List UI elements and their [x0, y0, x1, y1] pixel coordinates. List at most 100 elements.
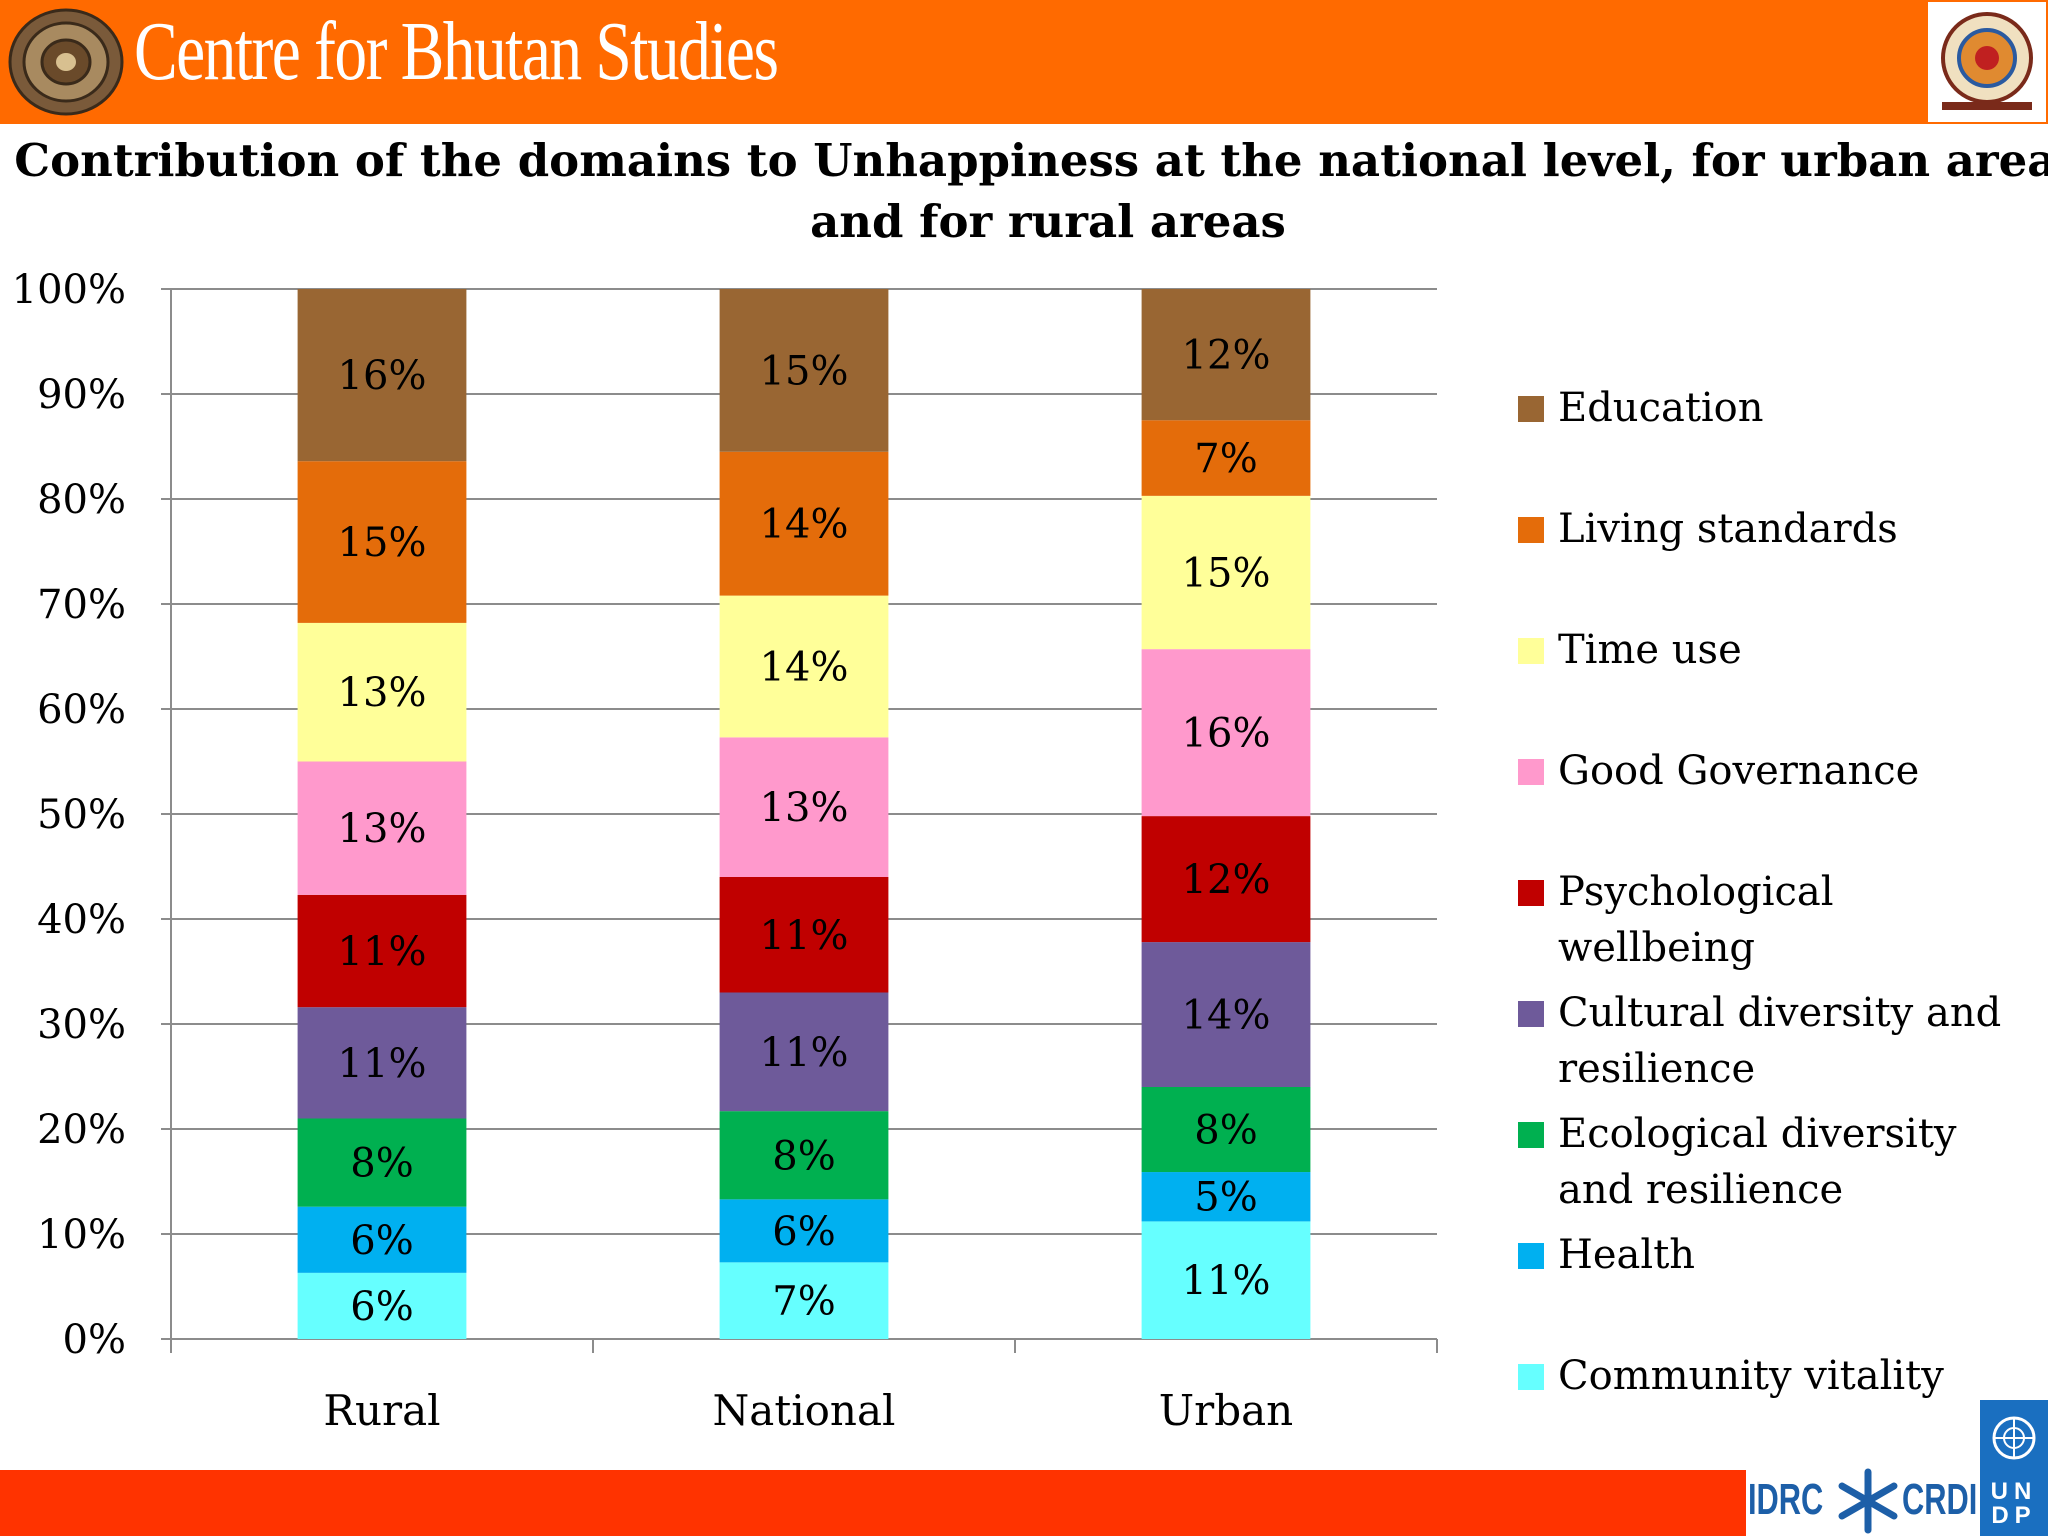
data-label: 15% [1182, 551, 1271, 597]
x-tick-label: National [713, 1386, 896, 1435]
data-label: 16% [338, 353, 427, 399]
bar-segment [297, 894, 467, 1008]
data-label: 6% [350, 1218, 413, 1264]
bar-segment [1141, 495, 1311, 650]
bar-segment [1141, 1172, 1311, 1222]
bar-segment [719, 451, 889, 596]
data-label: 8% [350, 1141, 413, 1187]
bar-segment [719, 289, 889, 452]
sponsor-logos: IDRC CRDI UNDP [1746, 1400, 2048, 1536]
bar-segment [297, 1118, 467, 1207]
legend-label: Cultural diversity and resilience [1558, 990, 2002, 1092]
data-label: 7% [1194, 436, 1257, 482]
bar-segment [719, 1262, 889, 1339]
dharma-wheel-icon [8, 8, 124, 116]
bar-segment [1141, 942, 1311, 1087]
data-label: 8% [1194, 1108, 1257, 1154]
bar-segment [297, 1206, 467, 1273]
undp-logo: UNDP [1980, 1400, 2048, 1536]
data-label: 12% [1182, 333, 1271, 379]
y-tick-label: 40% [37, 897, 126, 943]
bar-segment [719, 595, 889, 738]
x-tick-label: Rural [323, 1386, 440, 1435]
data-label: 11% [1182, 1258, 1271, 1304]
legend-swatch [1518, 1364, 1544, 1390]
data-label: 11% [338, 929, 427, 975]
data-label: 8% [772, 1133, 835, 1179]
legend-swatch [1518, 1122, 1544, 1148]
data-label: 14% [760, 502, 849, 548]
data-label: 7% [772, 1279, 835, 1325]
data-label: 5% [1194, 1175, 1257, 1221]
y-tick-label: 50% [37, 792, 126, 838]
bar-segment [297, 461, 467, 623]
bar-segment [1141, 649, 1311, 817]
bar-segment [297, 289, 467, 462]
bar-segment [1141, 1087, 1311, 1173]
legend-label: Health [1558, 1232, 1696, 1278]
header-bar: Centre for Bhutan Studies [0, 0, 2048, 124]
data-label: 11% [338, 1041, 427, 1087]
data-label: 12% [1182, 857, 1271, 903]
data-label: 6% [772, 1209, 835, 1255]
legend-label: Community vitality [1558, 1353, 1944, 1399]
bar-segment [719, 737, 889, 877]
bar-segment [1141, 289, 1311, 421]
legend-swatch [1518, 759, 1544, 785]
data-label: 15% [760, 348, 849, 394]
legend-label: Good Governance [1558, 748, 1920, 794]
stacked-bar-chart: 0% 10% 20% 30% 40% 50% 60% 70% 80% 90% 100% 6% 6% 8% 1… [12, 267, 1438, 1435]
y-tick-label: 0% [63, 1317, 126, 1363]
bar-segment [297, 1007, 467, 1119]
un-emblem-icon [1992, 1416, 2036, 1460]
data-label: 14% [1182, 993, 1271, 1039]
bar-segment [719, 992, 889, 1112]
bar-segment [1141, 420, 1311, 496]
idrc-star-icon [1838, 1468, 1898, 1534]
crdi-logo-text: CRDI [1902, 1475, 1978, 1524]
y-tick-label: 90% [37, 372, 126, 418]
legend-swatch [1518, 880, 1544, 906]
legend-swatch [1518, 1001, 1544, 1027]
bar-segment [1141, 816, 1311, 943]
bar-segment [297, 1272, 467, 1339]
data-label: 16% [1182, 711, 1271, 757]
bar-segment [297, 622, 467, 762]
data-label: 6% [350, 1284, 413, 1330]
data-label: 11% [760, 913, 849, 959]
bar-segment [719, 1199, 889, 1263]
idrc-logo-text: IDRC [1748, 1475, 1824, 1524]
footer-bar [0, 1470, 2048, 1536]
legend-label: Time use [1558, 627, 1742, 673]
y-tick-label: 20% [37, 1107, 126, 1153]
legend-swatch [1518, 638, 1544, 664]
y-tick-label: 70% [37, 582, 126, 628]
legend-label: Ecological diversity and resilience [1558, 1111, 1957, 1213]
legend-swatch [1518, 517, 1544, 543]
data-label: 13% [338, 806, 427, 852]
bar-segment [1141, 1221, 1311, 1339]
chart-title: Contribution of the domains to Unhappine… [14, 134, 2048, 248]
bhutan-emblem-icon [1928, 2, 2046, 122]
bar-segment [297, 761, 467, 895]
legend-swatch [1518, 396, 1544, 422]
org-name: Centre for Bhutan Studies [134, 5, 779, 98]
data-label: 11% [760, 1030, 849, 1076]
undp-logo-text: UNDP [1990, 1478, 2038, 1529]
bar-segment [719, 1111, 889, 1200]
legend-label: Psychological wellbeing [1558, 869, 1834, 971]
data-label: 13% [760, 785, 849, 831]
y-tick-label: 30% [37, 1002, 126, 1048]
y-tick-label: 80% [37, 477, 126, 523]
bar-segment [719, 877, 889, 993]
y-tick-label: 100% [12, 267, 126, 313]
data-label: 15% [338, 520, 427, 566]
legend-swatch [1518, 1243, 1544, 1269]
x-tick-label: Urban [1159, 1386, 1293, 1435]
legend-label: Education [1558, 385, 1764, 431]
y-tick-label: 60% [37, 687, 126, 733]
data-label: 13% [338, 670, 427, 716]
legend-label: Living standards [1558, 506, 1898, 552]
data-label: 14% [760, 644, 849, 690]
y-tick-label: 10% [37, 1212, 126, 1258]
